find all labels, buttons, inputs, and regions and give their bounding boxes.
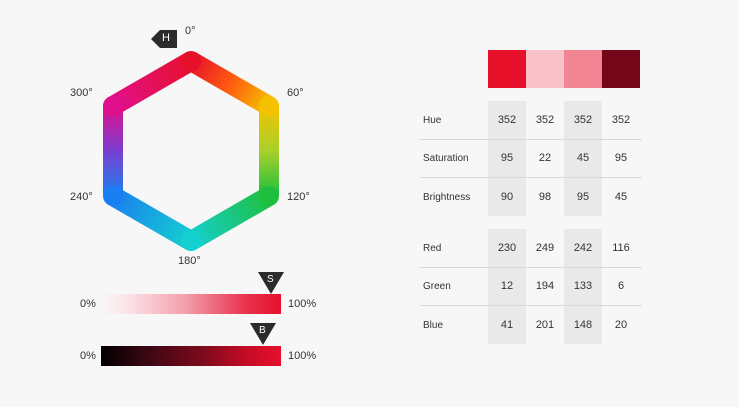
table-cell: 352 [611,114,631,126]
hue-edge-180-240 [108,187,196,250]
row-divider [420,177,642,178]
hue-label-300: 300° [70,87,93,99]
table-cell: 95 [500,152,514,164]
row-label-hue: Hue [423,115,442,126]
hue-marker-label: H [162,32,170,44]
table-cell: 98 [538,191,552,203]
saturation-marker-label: S [267,274,274,285]
swatch-4[interactable] [602,50,640,88]
brightness-slider[interactable] [101,346,281,366]
row-divider [420,267,642,268]
column-highlight-1 [488,101,526,216]
hue-label-60: 60° [287,87,304,99]
row-label-saturation: Saturation [423,153,469,164]
table-cell: 194 [535,280,555,292]
hue-marker[interactable]: H [151,29,177,49]
swatch-3[interactable] [564,50,602,88]
table-cell: 116 [612,242,630,254]
table-cell: 41 [500,319,514,331]
table-cell: 12 [500,280,514,292]
table-cell: 242 [573,242,593,254]
table-cell: 45 [614,191,628,203]
saturation-min-label: 0% [80,298,96,310]
table-cell: 352 [497,114,517,126]
table-cell: 352 [573,114,593,126]
row-label-blue: Blue [423,320,444,331]
table-cell: 95 [614,152,628,164]
column-highlight-3-rgb [564,229,602,344]
hue-label-120: 120° [287,191,310,203]
brightness-min-label: 0% [80,350,96,362]
row-label-green: Green [423,281,451,292]
row-label-brightness: Brightness [423,192,471,203]
table-cell: 352 [535,114,555,126]
table-cell: 45 [576,152,590,164]
column-highlight-1-rgb [488,229,526,344]
table-cell: 133 [573,280,593,292]
brightness-marker-label: B [259,325,266,336]
row-divider [420,305,642,306]
swatch-1[interactable] [488,50,526,88]
table-cell: 20 [614,319,628,331]
table-cell: 22 [538,152,552,164]
swatch-2[interactable] [526,50,564,88]
hue-hexagon[interactable] [91,40,291,255]
table-cell: 90 [500,191,514,203]
hue-edge-300-360 [108,52,196,115]
hue-edge-0-60 [186,52,274,115]
table-cell: 95 [576,191,590,203]
brightness-marker[interactable]: B [250,323,276,345]
hue-label-0: 0° [185,25,196,37]
table-cell: 201 [535,319,555,331]
saturation-slider[interactable] [101,294,281,314]
hue-label-240: 240° [70,191,93,203]
hue-edge-120-180 [186,187,274,250]
row-divider [420,139,642,140]
row-label-red: Red [423,243,442,254]
hue-label-180: 180° [178,255,201,267]
saturation-max-label: 100% [288,298,317,310]
table-cell: 249 [535,242,555,254]
saturation-marker[interactable]: S [258,272,284,294]
table-cell: 148 [573,319,593,331]
table-cell: 6 [617,280,625,292]
column-highlight-3 [564,101,602,216]
brightness-max-label: 100% [288,350,317,362]
table-cell: 230 [497,242,517,254]
